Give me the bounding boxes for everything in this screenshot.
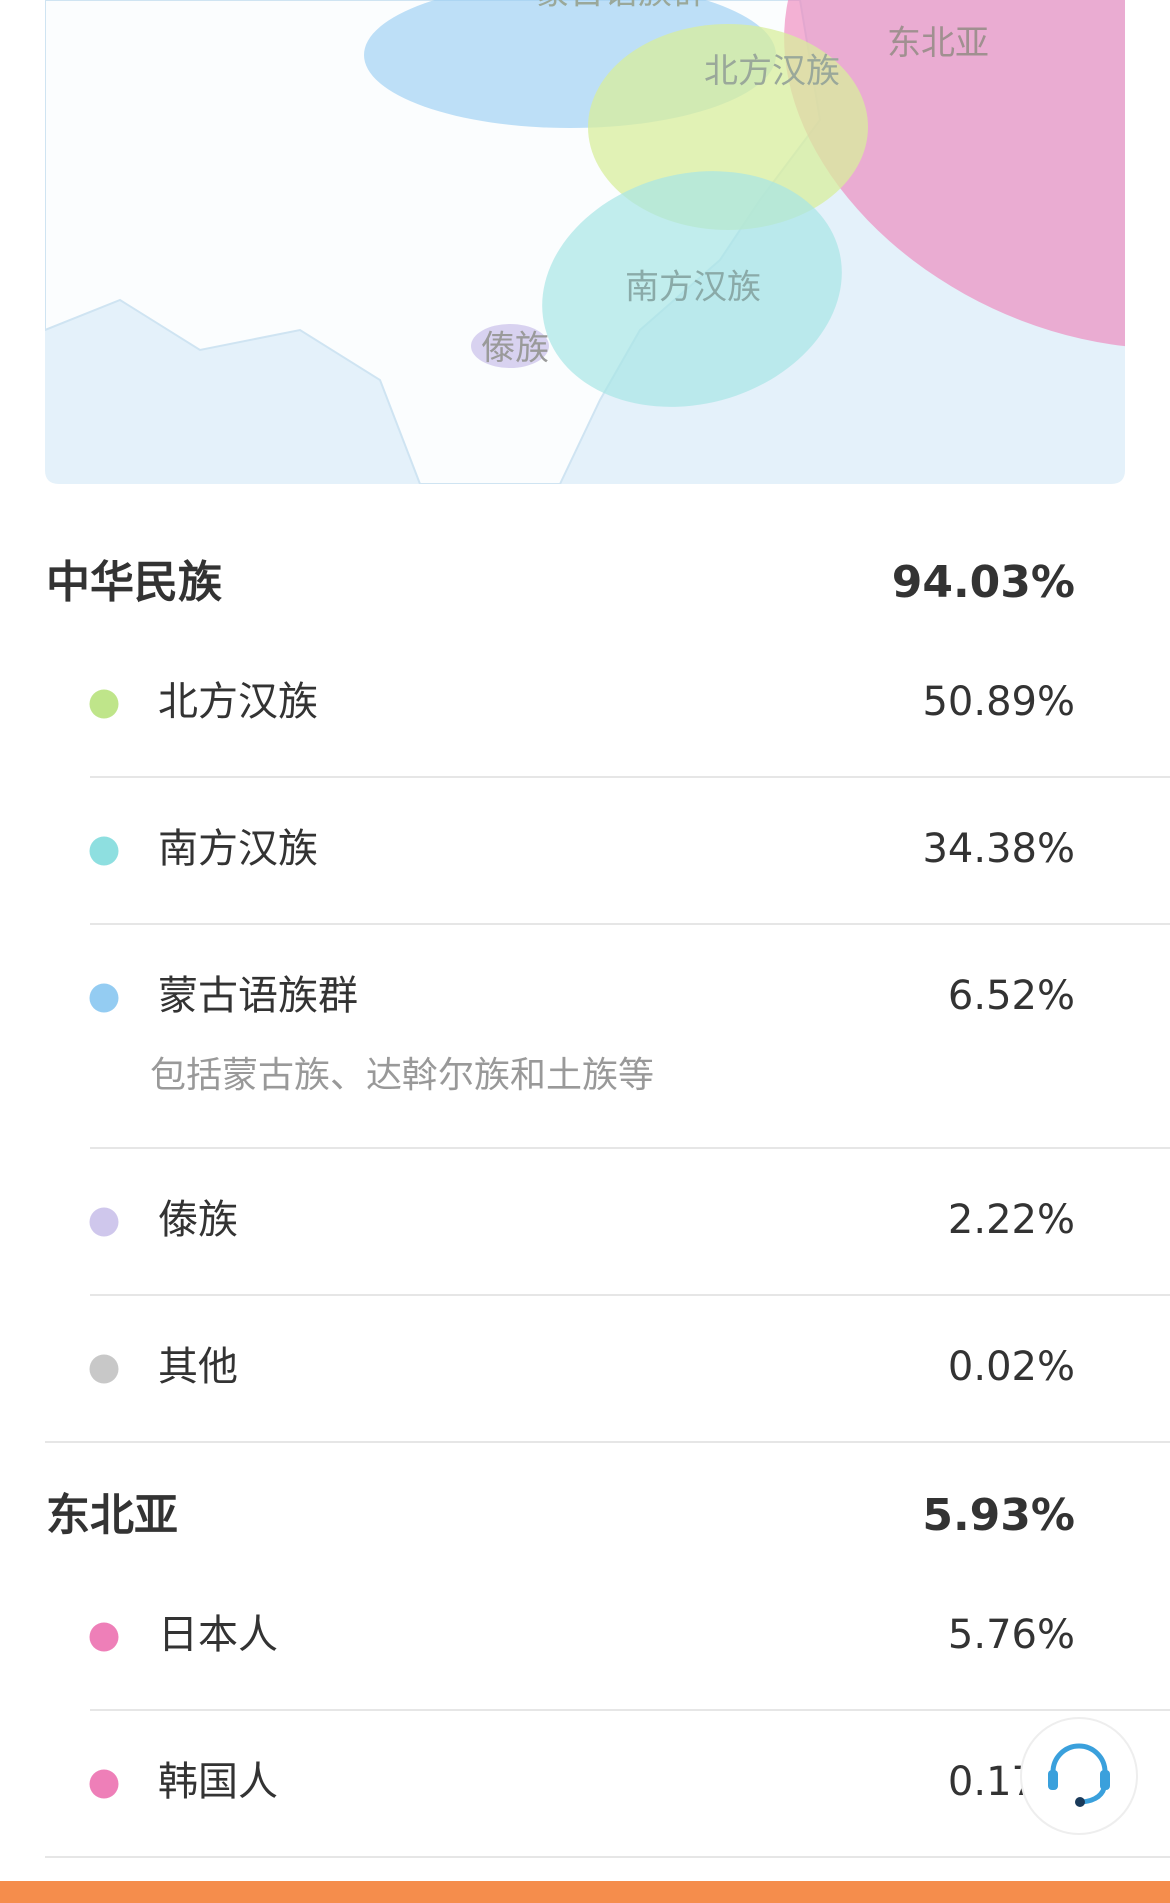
- group-name: 东北亚: [46, 1490, 178, 1541]
- item-percent: 6.52%: [948, 973, 1075, 1019]
- item-name: 日本人: [158, 1612, 278, 1658]
- region-dai: [471, 324, 549, 368]
- legend-dot: [89, 1354, 119, 1384]
- item-percent: 50.89%: [922, 679, 1075, 725]
- region-south-han: [542, 171, 842, 407]
- legend-dot: [89, 1769, 119, 1799]
- group-name: 中华民族: [46, 557, 222, 608]
- group-percent: 5.93%: [922, 1490, 1075, 1541]
- item-name: 傣族: [158, 1197, 238, 1243]
- legend-dot: [89, 1207, 119, 1237]
- support-button[interactable]: [1020, 1717, 1138, 1835]
- headset-ear: [1100, 1770, 1110, 1790]
- item-percent: 2.22%: [948, 1197, 1075, 1243]
- item-name: 北方汉族: [158, 679, 318, 725]
- item-name: 其他: [158, 1344, 238, 1390]
- item-note: 包括蒙古族、达斡尔族和土族等: [150, 1055, 654, 1096]
- item-percent: 34.38%: [922, 826, 1075, 872]
- legend-dot: [89, 689, 119, 719]
- region-north-han: [588, 24, 868, 230]
- group-percent: 94.03%: [892, 557, 1075, 608]
- item-percent: 5.76%: [948, 1612, 1075, 1658]
- item-name: 蒙古语族群: [158, 973, 358, 1019]
- legend-dot: [89, 836, 119, 866]
- map-label: 傣族: [481, 329, 549, 369]
- item-name: 韩国人: [158, 1759, 278, 1805]
- legend-dot: [89, 983, 119, 1013]
- button-bg: [1020, 1717, 1138, 1835]
- map: 蒙古语族群 北方汉族 东北亚 南方汉族 傣族: [45, 0, 1125, 484]
- map-label: 蒙古语族群: [536, 0, 706, 13]
- headset-mic: [1075, 1797, 1085, 1807]
- map-label: 北方汉族: [704, 52, 840, 92]
- region-northeast-asia: [784, 0, 1125, 349]
- map-label: 南方汉族: [625, 268, 761, 308]
- item-name: 南方汉族: [158, 826, 318, 872]
- headset-ear: [1048, 1770, 1058, 1790]
- bottom-bar: [0, 1881, 1170, 1903]
- item-percent: 0.02%: [948, 1344, 1075, 1390]
- legend-dot: [89, 1622, 119, 1652]
- map-label: 东北亚: [887, 24, 989, 64]
